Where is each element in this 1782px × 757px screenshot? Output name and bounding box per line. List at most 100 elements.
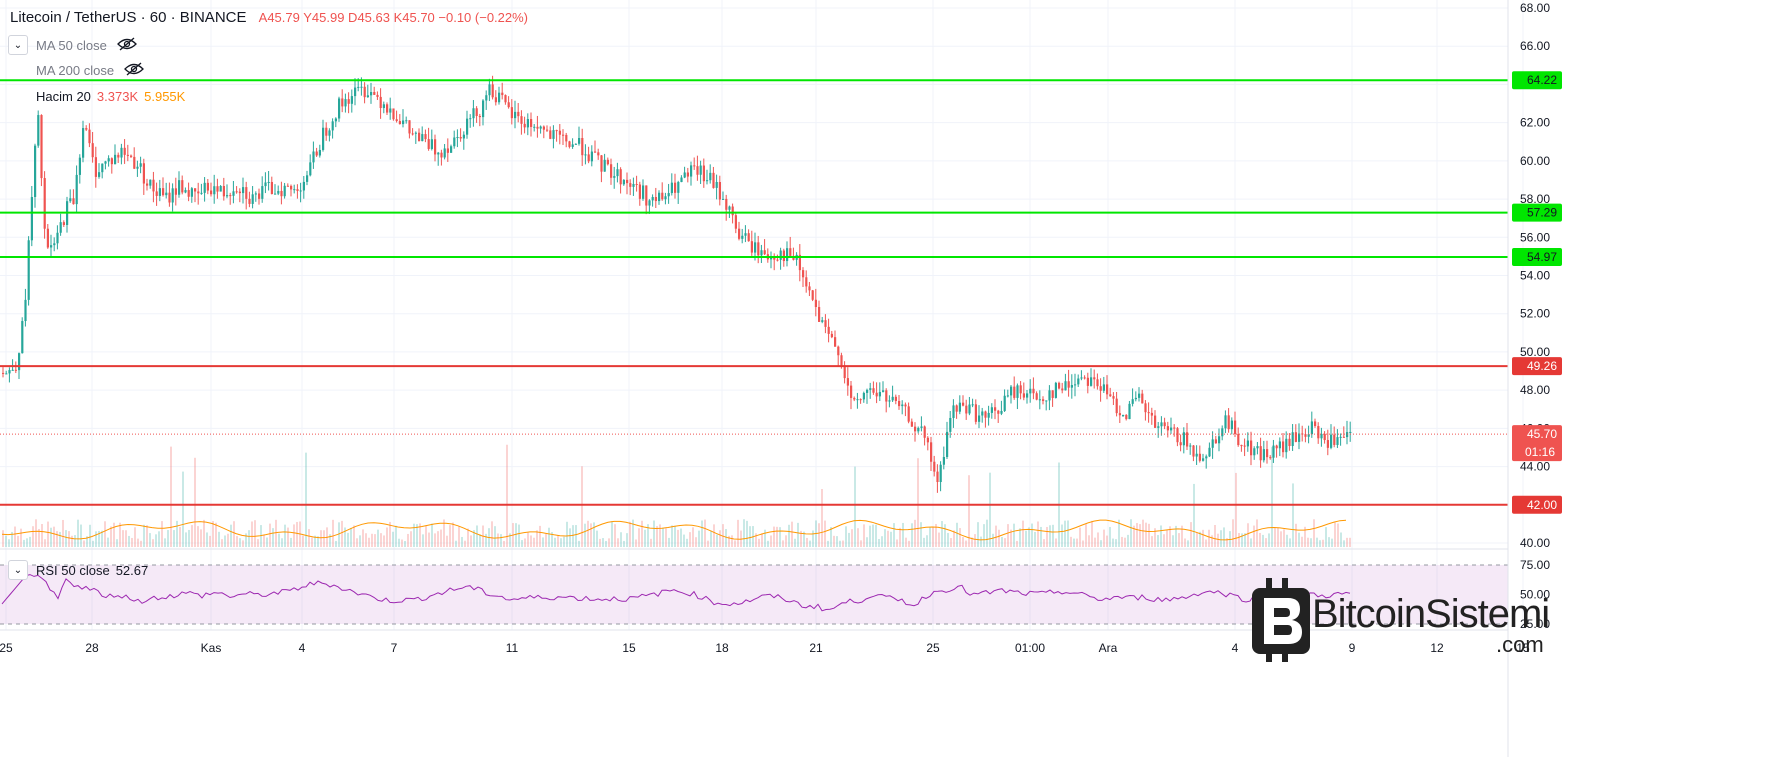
volume-bar	[683, 534, 685, 547]
volume-bar	[1337, 523, 1339, 547]
volume-bar	[1232, 519, 1234, 547]
candle	[1214, 439, 1217, 444]
level-price-tag	[1512, 247, 1562, 266]
volume-bar	[806, 537, 808, 547]
candle	[1237, 433, 1240, 446]
volume-bar	[824, 520, 826, 547]
volume-bar	[539, 525, 541, 547]
volume-bar	[476, 525, 478, 547]
watermark-text: BitcoinSistemi	[1312, 592, 1550, 636]
candle	[590, 151, 593, 162]
volume-bar	[98, 530, 100, 547]
volume-bar	[32, 526, 34, 547]
volume-bar	[647, 524, 649, 547]
volume-bar	[356, 538, 358, 547]
indicator-rsi[interactable]: ⌄ RSI 50 close 52.67	[8, 560, 148, 580]
candle	[939, 464, 942, 483]
candle	[261, 186, 264, 199]
indicator-ma50[interactable]: ⌄ MA 50 close	[8, 35, 137, 55]
volume-bar	[257, 539, 259, 547]
candle	[1080, 377, 1083, 379]
candle	[642, 185, 645, 199]
candle	[389, 108, 392, 113]
volume-bar	[734, 540, 736, 547]
candle	[1304, 434, 1307, 437]
eye-hidden-icon[interactable]	[124, 62, 144, 79]
volume-bar	[608, 538, 610, 547]
volume-bar	[686, 538, 688, 547]
candle	[1282, 441, 1285, 453]
volume-bar	[80, 524, 82, 547]
volume-bar	[155, 534, 157, 547]
volume-bar	[575, 525, 577, 547]
volume-bar	[284, 524, 286, 547]
candle	[142, 163, 145, 184]
volume-bar	[626, 533, 628, 547]
candle	[242, 187, 245, 194]
volume-bar	[1328, 537, 1330, 547]
candle	[581, 137, 584, 156]
volume-bar	[941, 521, 943, 547]
volume-bar	[713, 524, 715, 547]
volume-bar	[659, 524, 661, 547]
chart-header: Litecoin / TetherUS · 60 · BINANCE A45.7…	[10, 9, 528, 26]
rsi-line	[1, 574, 1351, 612]
volume-bar	[215, 522, 217, 547]
candle	[875, 392, 878, 397]
volume-bar	[71, 535, 73, 547]
indicator-volume[interactable]: Hacim 20 3.373K 5.955K	[36, 89, 185, 104]
collapse-icon[interactable]: ⌄	[8, 35, 28, 55]
volume-bar	[782, 540, 784, 547]
volume-bar	[950, 538, 952, 547]
candle	[344, 99, 347, 107]
volume-bar	[1187, 540, 1189, 547]
candle	[1115, 398, 1118, 414]
candle	[1307, 434, 1310, 437]
candle	[731, 206, 734, 216]
volume-bar	[176, 520, 178, 547]
eye-hidden-icon[interactable]	[116, 37, 137, 54]
candle	[424, 134, 427, 140]
candle	[997, 410, 1000, 414]
candle	[1026, 393, 1029, 398]
candle	[136, 166, 139, 169]
volume-bar	[506, 444, 508, 547]
time-tick-label: 9	[1349, 641, 1356, 655]
candle	[1186, 432, 1189, 447]
volume-bar	[599, 538, 601, 547]
candle	[552, 130, 555, 139]
ma50-label: MA 50 close	[36, 37, 107, 53]
candle	[1048, 390, 1051, 401]
candle	[901, 404, 904, 407]
volume-bar	[287, 527, 289, 547]
candle	[917, 427, 920, 432]
volume-bar	[1055, 538, 1057, 547]
indicator-ma200[interactable]: MA 200 close	[36, 62, 144, 79]
candle	[574, 143, 577, 145]
candle	[558, 130, 561, 135]
candle	[168, 192, 171, 203]
volume-bar	[1085, 524, 1087, 547]
volume-bar	[890, 531, 892, 547]
volume-bar	[803, 531, 805, 547]
volume-bar	[269, 523, 271, 547]
time-tick-label: 25	[0, 641, 13, 655]
candle	[206, 182, 209, 191]
candle	[379, 96, 382, 109]
candle	[386, 104, 389, 113]
volume-bar	[524, 538, 526, 547]
rsi-label: RSI 50 close	[36, 562, 110, 578]
collapse-icon[interactable]: ⌄	[8, 560, 28, 580]
candle	[587, 154, 590, 162]
volume-bar	[755, 533, 757, 547]
candle	[1208, 447, 1211, 457]
volume-bar	[632, 519, 634, 547]
candle	[1000, 410, 1003, 414]
volume-bar	[581, 466, 583, 547]
volume-bar	[1241, 533, 1243, 547]
candle	[734, 215, 737, 229]
time-tick-label: 15	[622, 641, 636, 655]
candle	[930, 442, 933, 462]
candle	[443, 148, 446, 158]
